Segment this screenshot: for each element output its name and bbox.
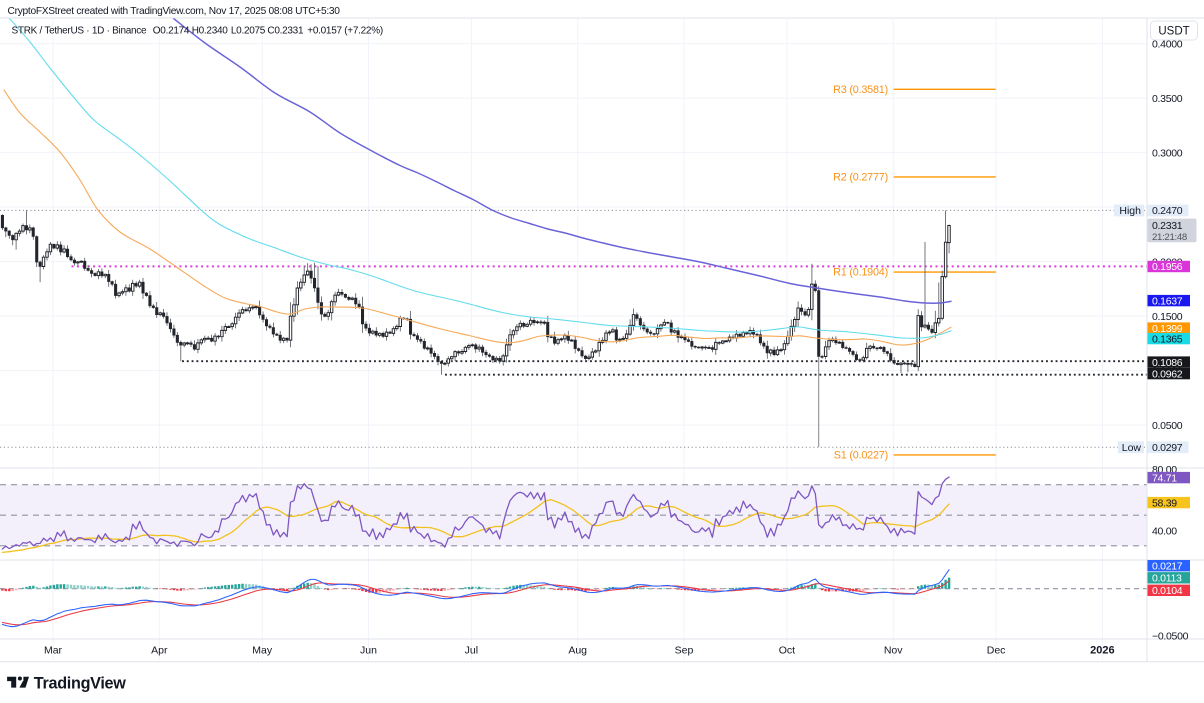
svg-text:40.00: 40.00 bbox=[1152, 525, 1177, 537]
svg-text:Dec: Dec bbox=[987, 645, 1006, 657]
svg-text:L0.2075: L0.2075 bbox=[231, 26, 266, 37]
svg-text:0.1086: 0.1086 bbox=[1152, 357, 1183, 369]
svg-text:Mar: Mar bbox=[44, 645, 63, 657]
svg-text:0.0500: 0.0500 bbox=[1152, 420, 1183, 432]
svg-text:R2 (0.2777): R2 (0.2777) bbox=[833, 171, 888, 183]
svg-text:+0.0157 (+7.22%): +0.0157 (+7.22%) bbox=[307, 26, 383, 37]
svg-text:0.2331: 0.2331 bbox=[1152, 220, 1183, 232]
svg-text:CryptoFXStreet created with Tr: CryptoFXStreet created with TradingView.… bbox=[8, 6, 341, 17]
svg-text:0.4000: 0.4000 bbox=[1152, 38, 1183, 50]
svg-text:0.2470: 0.2470 bbox=[1152, 205, 1183, 217]
svg-text:S1 (0.0227): S1 (0.0227) bbox=[834, 449, 888, 461]
svg-text:−0.0500: −0.0500 bbox=[1152, 630, 1189, 642]
svg-text:0.3000: 0.3000 bbox=[1152, 147, 1183, 159]
svg-text:0.1500: 0.1500 bbox=[1152, 311, 1183, 323]
svg-text:58.39: 58.39 bbox=[1152, 497, 1177, 509]
svg-text:STRK / TetherUS · 1D · Binance: STRK / TetherUS · 1D · Binance bbox=[12, 26, 148, 37]
svg-text:Jul: Jul bbox=[465, 645, 478, 657]
svg-text:Oct: Oct bbox=[779, 645, 795, 657]
svg-text:O0.2174: O0.2174 bbox=[153, 26, 190, 37]
svg-text:USDT: USDT bbox=[1158, 26, 1189, 38]
svg-text:2026: 2026 bbox=[1090, 645, 1114, 657]
svg-text:May: May bbox=[252, 645, 273, 657]
svg-text:R1 (0.1904): R1 (0.1904) bbox=[833, 267, 888, 279]
svg-text:21:21:48: 21:21:48 bbox=[1152, 232, 1187, 243]
svg-text:Sep: Sep bbox=[675, 645, 694, 657]
svg-text:Nov: Nov bbox=[884, 645, 903, 657]
svg-text:0.0962: 0.0962 bbox=[1152, 368, 1183, 380]
svg-text:Aug: Aug bbox=[568, 645, 587, 657]
svg-text:Low: Low bbox=[1122, 442, 1142, 454]
svg-text:R3 (0.3581): R3 (0.3581) bbox=[833, 84, 888, 96]
svg-text:Jun: Jun bbox=[360, 645, 377, 657]
svg-text:Apr: Apr bbox=[151, 645, 168, 657]
svg-text:TradingView: TradingView bbox=[34, 674, 126, 692]
svg-text:0.3500: 0.3500 bbox=[1152, 93, 1183, 105]
svg-text:High: High bbox=[1119, 205, 1141, 217]
svg-text:0.0104: 0.0104 bbox=[1152, 585, 1183, 597]
svg-text:0.1637: 0.1637 bbox=[1152, 295, 1183, 307]
svg-text:74.71: 74.71 bbox=[1152, 472, 1177, 484]
svg-text:0.0297: 0.0297 bbox=[1152, 442, 1183, 454]
svg-text:0.1956: 0.1956 bbox=[1152, 261, 1183, 273]
svg-text:0.1365: 0.1365 bbox=[1152, 333, 1183, 345]
svg-text:C0.2331: C0.2331 bbox=[267, 26, 304, 37]
svg-text:0.1399: 0.1399 bbox=[1152, 323, 1183, 335]
svg-text:H0.2340: H0.2340 bbox=[192, 26, 229, 37]
svg-text:0.0217: 0.0217 bbox=[1152, 560, 1183, 572]
svg-text:0.0113: 0.0113 bbox=[1152, 573, 1182, 585]
